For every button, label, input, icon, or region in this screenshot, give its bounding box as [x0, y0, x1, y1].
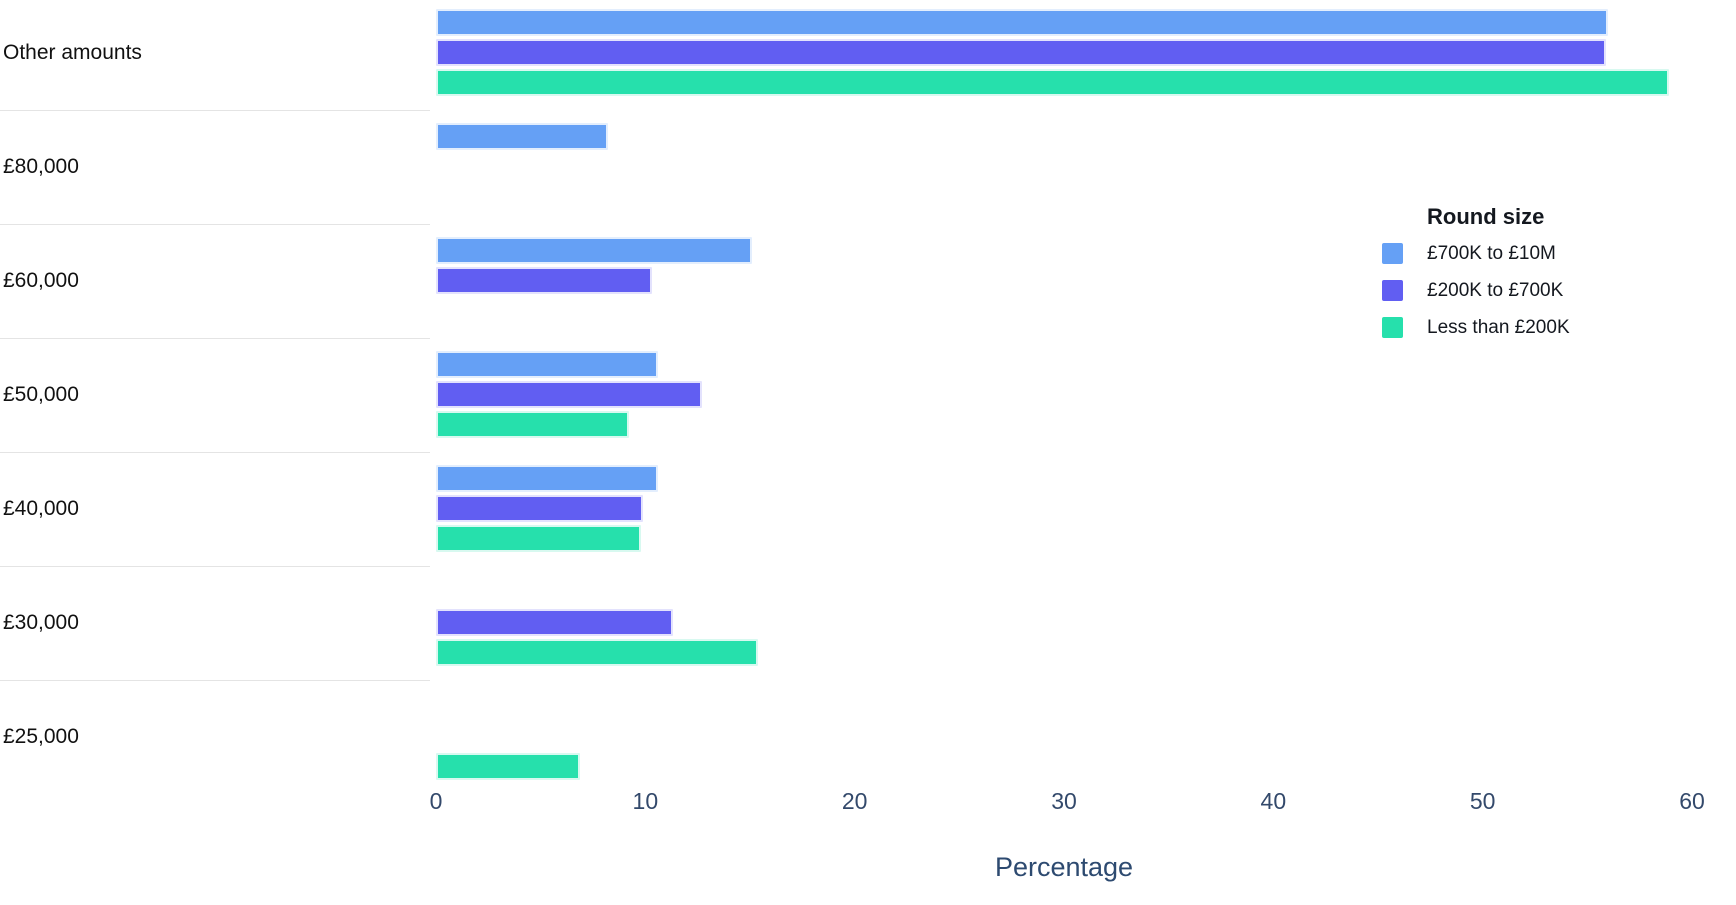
legend-item-label: Less than £200K — [1427, 316, 1570, 338]
row-separator — [0, 224, 430, 225]
x-tick-label: 60 — [1679, 788, 1705, 814]
x-tick-label: 40 — [1260, 788, 1287, 814]
bar-series2 — [436, 39, 1606, 66]
legend-swatch-icon — [1382, 243, 1403, 264]
legend-title: Round size — [1427, 204, 1545, 229]
x-tick-label: 50 — [1469, 788, 1496, 814]
legend-item: £200K to £700K — [1382, 280, 1570, 301]
bar-series3 — [436, 411, 629, 438]
y-axis-label: £40,000 — [3, 497, 79, 520]
x-tick-label: 0 — [429, 788, 443, 814]
row-separator — [0, 566, 430, 567]
bar-series3 — [436, 639, 758, 666]
row-separator — [0, 452, 430, 453]
bar-series2 — [436, 381, 702, 408]
legend-swatch-icon — [1382, 317, 1403, 338]
bar-series2 — [436, 609, 673, 636]
legend-item-label: £200K to £700K — [1427, 279, 1564, 301]
x-tick-label: 10 — [632, 788, 659, 814]
legend-item-label: £700K to £10M — [1427, 242, 1556, 264]
bar-series3 — [436, 525, 641, 552]
bar-series3 — [436, 69, 1669, 96]
y-axis-label: £60,000 — [3, 269, 79, 292]
y-axis-label: £25,000 — [3, 725, 79, 748]
y-axis-label: £80,000 — [3, 155, 79, 178]
bar-series2 — [436, 495, 643, 522]
bar-series1 — [436, 123, 608, 150]
legend: Round size £700K to £10M £200K to £700K Le… — [1378, 204, 1570, 354]
bar-series1 — [436, 465, 658, 492]
legend-swatch-icon — [1382, 280, 1403, 301]
bar-series1 — [436, 9, 1608, 36]
y-axis-label: £30,000 — [3, 611, 79, 634]
legend-item: £700K to £10M — [1382, 243, 1570, 264]
y-axis-label: Other amounts — [3, 41, 142, 64]
bar-series1 — [436, 237, 752, 264]
bar-series3 — [436, 753, 580, 780]
x-tick-label: 20 — [841, 788, 868, 814]
row-separator — [0, 110, 430, 111]
bar-series2 — [436, 267, 652, 294]
x-tick-label: 30 — [1051, 788, 1077, 814]
y-axis-label: £50,000 — [3, 383, 79, 406]
row-separator — [0, 680, 430, 681]
row-separator — [0, 338, 430, 339]
legend-items: £700K to £10M £200K to £700K Less than £20… — [1378, 243, 1570, 338]
bar-series1 — [436, 351, 658, 378]
legend-item: Less than £200K — [1382, 317, 1570, 338]
x-axis-title: Percentage — [994, 852, 1134, 882]
